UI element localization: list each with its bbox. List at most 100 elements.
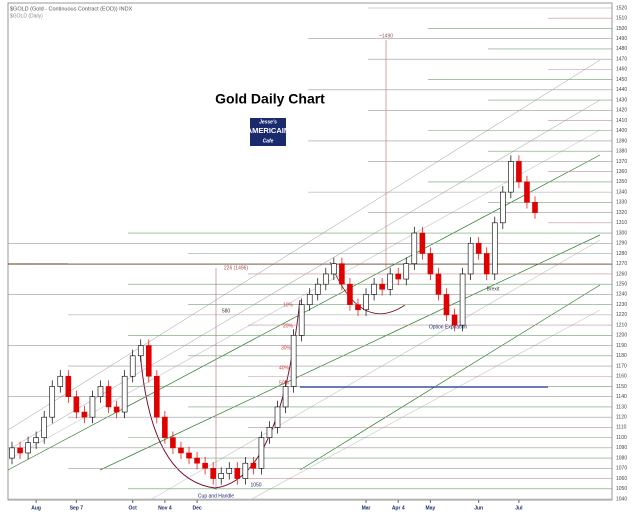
y-tick-label: 1130: [616, 404, 627, 410]
candle-body: [33, 437, 39, 444]
candle-body: [532, 202, 538, 213]
candle-body: [419, 232, 426, 254]
x-tick-label: Aug: [31, 505, 41, 511]
y-tick-label: 1220: [616, 312, 627, 318]
y-tick-label: 1350: [616, 179, 627, 185]
y-tick-label: 1250: [616, 282, 627, 288]
y-tick-label: 1480: [616, 46, 627, 52]
subheader: $GOLD (Daily): [10, 13, 43, 19]
candle-body: [145, 345, 152, 377]
candle-body: [435, 273, 442, 295]
y-tick-label: 1120: [616, 414, 627, 420]
candle-body: [121, 375, 128, 413]
y-tick-label: 1280: [616, 251, 627, 257]
y-tick-label: 1340: [616, 189, 627, 195]
candle-body: [97, 386, 104, 398]
y-tick-label: 1430: [616, 97, 627, 103]
x-tick-label: Oct: [129, 505, 138, 511]
y-tick-label: 1160: [616, 374, 627, 380]
logo-text: Jesse's: [259, 119, 277, 125]
candle-body: [467, 242, 474, 275]
candle-body: [371, 283, 377, 295]
candle-body: [516, 161, 522, 183]
candle-body: [65, 375, 72, 398]
candle-body: [162, 416, 168, 438]
candle-body: [202, 462, 208, 469]
candle-body: [194, 457, 200, 464]
candle-body: [57, 375, 64, 387]
candle-body: [379, 283, 385, 290]
candle-body: [459, 273, 466, 326]
y-tick-label: 1070: [616, 466, 627, 472]
candle-body: [427, 253, 434, 275]
y-tick-label: 1450: [616, 77, 627, 83]
candle-body: [322, 273, 329, 285]
y-tick-label: 1270: [616, 261, 627, 267]
annotation: 1050: [250, 482, 261, 488]
candle-body: [339, 263, 345, 285]
candle-body: [9, 447, 15, 459]
candle-body: [105, 386, 112, 408]
x-tick-label: Dec: [192, 505, 201, 511]
candle-body: [242, 462, 249, 479]
y-tick-label: 1520: [616, 5, 627, 11]
y-tick-label: 1170: [616, 363, 627, 369]
annotation: Brexit: [487, 286, 500, 292]
y-tick-label: 1060: [616, 476, 627, 482]
annotation: 580: [222, 308, 231, 314]
candle-body: [524, 181, 530, 203]
x-tick-label: Mar: [362, 505, 371, 511]
logo-text: AMERICAIN: [247, 126, 290, 135]
x-tick-label: Apr 4: [392, 505, 405, 511]
candle-body: [234, 468, 241, 479]
y-tick-label: 1100: [616, 435, 627, 441]
logo: [250, 118, 286, 146]
annotation: 10%: [283, 302, 294, 308]
candle-body: [331, 263, 337, 275]
plot-frame: [7, 2, 613, 501]
candle-body: [137, 345, 144, 357]
candle-body: [49, 386, 56, 418]
y-tick-label: 1140: [616, 394, 627, 400]
candle-body: [298, 304, 305, 336]
y-tick-label: 1190: [616, 343, 627, 349]
annotation: Option Expiration: [429, 324, 468, 330]
candle-body: [483, 253, 490, 275]
candle-body: [475, 242, 482, 254]
candle-body: [355, 304, 361, 311]
candle-body: [170, 437, 176, 449]
annotation: 50%: [279, 380, 290, 386]
y-tick-label: 1410: [616, 118, 627, 124]
candle-body: [113, 406, 120, 413]
candle-body: [250, 462, 257, 469]
candle-body: [508, 161, 514, 193]
candle-body: [363, 294, 369, 311]
y-tick-label: 1310: [616, 220, 627, 226]
candle-body: [282, 386, 289, 408]
candle-body: [73, 396, 80, 413]
candle-body: [290, 335, 297, 387]
y-tick-label: 1420: [616, 108, 627, 114]
candle-body: [403, 263, 410, 280]
y-tick-label: 1050: [616, 486, 627, 492]
y-tick-label: 1230: [616, 302, 627, 308]
annotation: 40%: [279, 365, 290, 371]
candle-body: [411, 232, 418, 265]
candle-body: [218, 473, 224, 479]
candle-body: [186, 452, 192, 459]
candle-body: [266, 427, 273, 438]
candle-body: [314, 283, 321, 295]
y-tick-label: 1360: [616, 169, 627, 175]
y-tick-label: 1150: [616, 384, 627, 390]
annotation: 226 (1496): [224, 265, 249, 271]
x-tick-label: May: [426, 505, 436, 511]
candle-body: [306, 294, 313, 305]
y-tick-label: 1440: [616, 87, 627, 93]
candle-body: [226, 468, 233, 474]
x-tick-label: Jul: [515, 505, 523, 511]
candle-body: [500, 191, 506, 224]
y-tick-label: 1500: [616, 26, 627, 32]
candle-body: [89, 396, 96, 418]
y-tick-label: 1040: [616, 496, 627, 502]
